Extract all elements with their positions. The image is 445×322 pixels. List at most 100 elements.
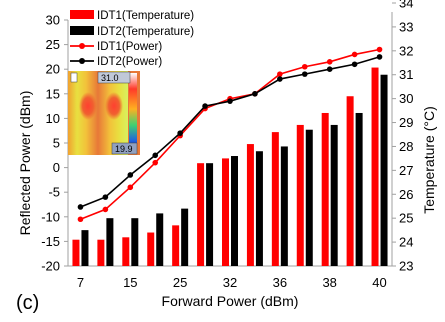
point-idt2-power — [177, 130, 183, 136]
point-idt1-power — [301, 63, 308, 70]
left-axis-ticks: -20 -15 -10 -5 0 5 10 15 20 25 30 — [41, 13, 68, 274]
left-tick-label: -5 — [48, 185, 60, 200]
legend-swatch-black-bar — [70, 26, 94, 35]
left-tick-label: -20 — [41, 259, 60, 274]
left-tick-label: 20 — [46, 62, 60, 77]
point-idt2-power — [326, 66, 333, 72]
legend-entry-idt2-temperature: IDT2(Temperature) — [70, 26, 194, 38]
right-tick-label: 23 — [399, 259, 413, 274]
legend-swatch-red-bar — [70, 10, 94, 19]
scale-min-box — [111, 142, 138, 155]
point-idt1-power — [376, 46, 383, 53]
x-axis-ticks: 7 15 25 32 36 38 40 — [77, 275, 387, 290]
right-axis-ticks: 23 24 25 26 27 28 29 30 31 32 33 34 — [392, 0, 413, 274]
x-tick-label: 7 — [77, 275, 84, 290]
bar-idt1-temperature — [371, 67, 379, 267]
left-tick-label: 15 — [46, 86, 60, 101]
bar-idt1-temperature — [346, 96, 354, 266]
point-idt1-power — [326, 59, 333, 65]
right-tick-label: 27 — [399, 163, 413, 178]
bar-idt2-temperature — [355, 112, 363, 267]
bar-idt2-temperature — [206, 163, 214, 266]
point-idt2-power — [102, 194, 109, 200]
bar-idt1-temperature — [97, 239, 105, 266]
thermal-color-scale — [129, 73, 137, 153]
panel-label: (c) — [16, 292, 40, 314]
right-tick-label: 28 — [399, 139, 413, 154]
right-tick-label: 31 — [399, 67, 413, 82]
point-idt1-power — [277, 71, 283, 77]
point-idt2-power — [77, 204, 84, 210]
bar-idt2-temperature — [305, 129, 313, 266]
right-tick-label: 29 — [399, 115, 413, 130]
point-idt1-power — [351, 51, 358, 58]
x-tick-label: 36 — [273, 275, 287, 290]
bar-series-group — [72, 67, 388, 267]
left-tick-label: 30 — [46, 13, 60, 28]
point-idt1-power — [102, 206, 109, 213]
legend-marker-red — [79, 43, 85, 49]
right-tick-label: 24 — [399, 235, 413, 250]
bar-idt2-temperature — [81, 230, 89, 266]
point-idt2-power — [252, 91, 258, 97]
legend-label-idt1-power: IDT1(Power) — [97, 41, 162, 53]
bar-idt2-temperature — [330, 124, 338, 266]
right-tick-label: 25 — [399, 211, 413, 226]
left-tick-label: 0 — [53, 160, 60, 175]
point-idt2-power — [202, 103, 208, 109]
line-series-group — [77, 46, 383, 223]
left-tick-label: 25 — [46, 37, 60, 52]
legend-marker-black — [79, 58, 85, 64]
x-axis-title: Forward Power (dBm) — [162, 293, 299, 309]
legend-label-idt2-temperature: IDT2(Temperature) — [97, 26, 194, 38]
legend: IDT1(Temperature) IDT2(Temperature) IDT1… — [70, 10, 194, 68]
thermal-inset-image: 31.0 19.9 — [68, 71, 140, 155]
x-tick-label: 15 — [123, 275, 137, 290]
point-idt1-power — [152, 159, 159, 166]
point-idt1-power — [127, 184, 134, 191]
scale-max-label: 31.0 — [101, 73, 119, 83]
legend-entry-idt1-temperature: IDT1(Temperature) — [70, 10, 194, 22]
left-axis-title: Reflected Power (dBm) — [17, 91, 33, 236]
bar-idt2-temperature — [106, 218, 114, 266]
point-idt2-power — [301, 71, 308, 77]
left-tick-label: 10 — [46, 111, 60, 126]
bar-idt1-temperature — [72, 239, 80, 266]
right-axis-title: Temperature (°C) — [421, 106, 437, 214]
left-tick-label: 5 — [53, 136, 60, 151]
right-tick-label: 34 — [399, 0, 413, 11]
bar-idt2-temperature — [131, 218, 139, 266]
point-idt2-power — [277, 76, 283, 82]
scale-min-label: 19.9 — [115, 144, 133, 154]
bar-idt1-temperature — [172, 225, 180, 266]
bar-idt1-temperature — [222, 158, 229, 266]
x-tick-label: 38 — [322, 275, 336, 290]
bar-idt2-temperature — [231, 156, 238, 266]
bar-idt2-temperature — [280, 146, 288, 266]
bar-idt2-temperature — [255, 151, 263, 266]
x-tick-label: 32 — [223, 275, 237, 290]
bar-idt1-temperature — [197, 163, 205, 266]
legend-entry-idt1-power: IDT1(Power) — [70, 41, 162, 53]
left-tick-label: -10 — [41, 209, 60, 224]
inset-marker-box — [70, 72, 78, 83]
bar-idt2-temperature — [181, 208, 189, 266]
bar-idt2-temperature — [380, 74, 388, 267]
point-idt2-power — [152, 152, 159, 159]
point-idt2-power — [376, 54, 383, 60]
bar-idt1-temperature — [271, 132, 279, 266]
right-tick-label: 33 — [399, 19, 413, 34]
legend-entry-idt2-power: IDT2(Power) — [70, 56, 162, 68]
bar-idt1-temperature — [321, 112, 329, 267]
bar-idt1-temperature — [246, 144, 254, 266]
bar-idt1-temperature — [122, 237, 130, 266]
thermal-hotspot-right — [105, 92, 123, 120]
legend-label-idt2-power: IDT2(Power) — [97, 56, 162, 68]
thermal-hotspot-left — [79, 92, 97, 120]
legend-label-idt1-temperature: IDT1(Temperature) — [97, 10, 194, 22]
point-idt1-power — [77, 216, 84, 223]
point-idt2-power — [127, 172, 134, 178]
right-tick-label: 26 — [399, 187, 413, 202]
scale-max-box — [97, 71, 131, 84]
